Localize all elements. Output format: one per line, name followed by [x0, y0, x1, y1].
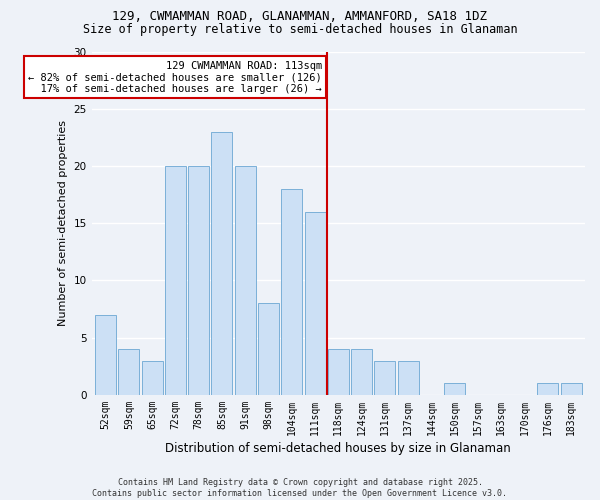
Bar [281, 189, 302, 395]
Bar [537, 384, 558, 395]
Bar [398, 360, 419, 395]
Bar [142, 360, 163, 395]
Bar [374, 360, 395, 395]
Bar [165, 166, 186, 395]
Bar [351, 349, 372, 395]
Y-axis label: Number of semi-detached properties: Number of semi-detached properties [58, 120, 68, 326]
Bar [444, 384, 465, 395]
Text: Size of property relative to semi-detached houses in Glanaman: Size of property relative to semi-detach… [83, 22, 517, 36]
Bar [211, 132, 232, 395]
Text: 129, CWMAMMAN ROAD, GLANAMMAN, AMMANFORD, SA18 1DZ: 129, CWMAMMAN ROAD, GLANAMMAN, AMMANFORD… [113, 10, 487, 23]
Text: 129 CWMAMMAN ROAD: 113sqm
← 82% of semi-detached houses are smaller (126)
  17% : 129 CWMAMMAN ROAD: 113sqm ← 82% of semi-… [28, 60, 322, 94]
Bar [560, 384, 581, 395]
Bar [328, 349, 349, 395]
Bar [188, 166, 209, 395]
Bar [258, 304, 279, 395]
Bar [305, 212, 326, 395]
Text: Contains HM Land Registry data © Crown copyright and database right 2025.
Contai: Contains HM Land Registry data © Crown c… [92, 478, 508, 498]
Bar [235, 166, 256, 395]
X-axis label: Distribution of semi-detached houses by size in Glanaman: Distribution of semi-detached houses by … [166, 442, 511, 455]
Bar [95, 315, 116, 395]
Bar [118, 349, 139, 395]
